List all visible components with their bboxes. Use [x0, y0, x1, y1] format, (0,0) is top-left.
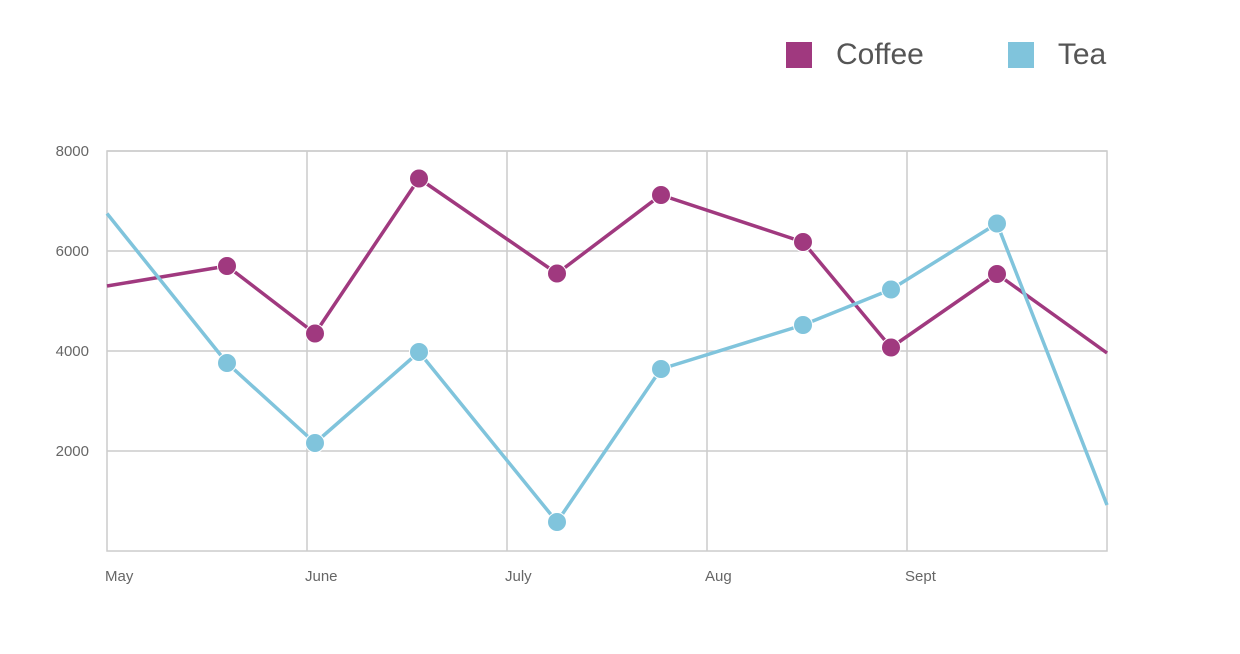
data-point-tea[interactable] — [547, 512, 567, 532]
data-point-tea[interactable] — [793, 315, 813, 335]
legend-item-coffee[interactable]: Coffee — [786, 30, 924, 80]
y-tick-label: 2000 — [56, 443, 89, 460]
x-tick-label: July — [505, 568, 532, 585]
x-tick-label: June — [305, 568, 338, 585]
data-point-coffee[interactable] — [409, 168, 429, 189]
data-point-tea[interactable] — [409, 342, 429, 362]
x-tick-label: Aug — [705, 568, 732, 585]
legend-label-tea: Tea — [1057, 38, 1107, 71]
data-point-coffee[interactable] — [547, 263, 567, 284]
data-point-coffee[interactable] — [881, 337, 901, 358]
data-point-coffee[interactable] — [651, 185, 671, 205]
series-line-coffee — [106, 176, 1109, 355]
x-tick-label: May — [105, 568, 134, 585]
series-line-tea — [105, 212, 1109, 524]
data-point-coffee[interactable] — [987, 264, 1007, 284]
legend-item-tea[interactable]: Tea — [1007, 30, 1107, 80]
chart-legend: Coffee Tea — [786, 30, 1106, 80]
data-point-tea[interactable] — [651, 359, 671, 379]
y-tick-label: 8000 — [56, 143, 89, 160]
legend-swatch-tea — [1007, 42, 1034, 68]
data-point-coffee[interactable] — [217, 256, 237, 276]
data-point-tea[interactable] — [217, 353, 237, 373]
y-tick-label: 6000 — [56, 243, 89, 260]
data-point-coffee[interactable] — [305, 323, 325, 344]
legend-swatch-coffee — [786, 42, 812, 68]
data-point-coffee[interactable] — [793, 232, 813, 252]
data-point-tea[interactable] — [305, 433, 325, 453]
data-point-tea[interactable] — [881, 279, 901, 300]
y-tick-label: 4000 — [56, 343, 89, 360]
legend-label-coffee: Coffee — [836, 38, 924, 71]
x-tick-label: Sept — [905, 568, 937, 585]
data-point-tea[interactable] — [987, 213, 1007, 234]
